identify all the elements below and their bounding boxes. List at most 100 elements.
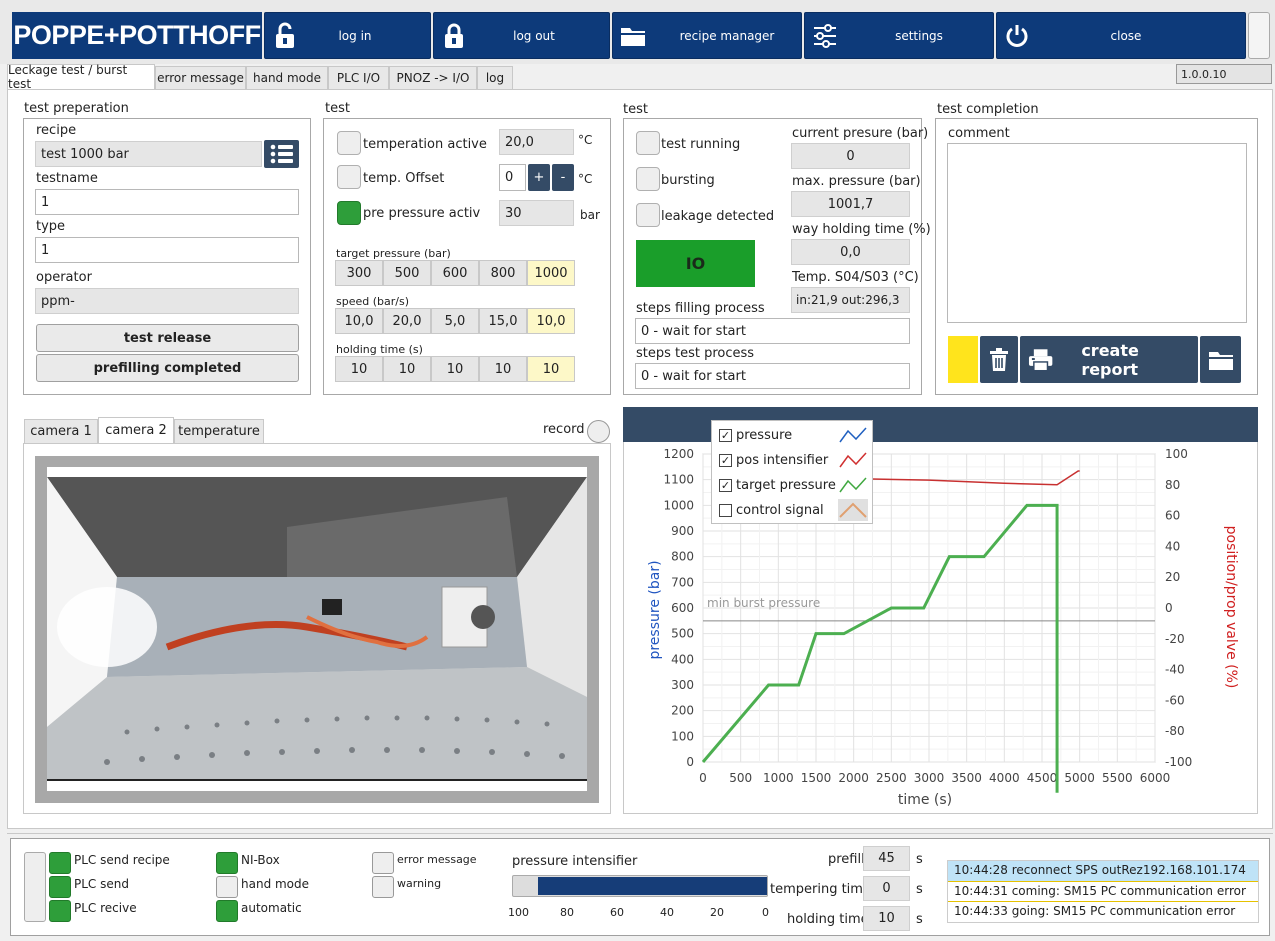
y-tick-label: 900 — [671, 524, 694, 538]
y-tick-label: 200 — [671, 704, 694, 718]
legend-pressure-checkbox[interactable]: ✓ — [719, 429, 732, 442]
tab-plc-io[interactable]: PLC I/O — [328, 66, 389, 89]
tab-label: PLC I/O — [336, 71, 381, 85]
prep-title: test preperation — [24, 101, 129, 116]
bursting-indicator — [636, 167, 660, 191]
logout-label: log out — [513, 28, 555, 43]
log-list[interactable]: 10:44:28 reconnect SPS outRez192.168.101… — [947, 860, 1259, 923]
x-tick-label: 6000 — [1140, 771, 1171, 785]
y-tick-label: 1200 — [663, 447, 694, 461]
speed-cell[interactable]: 10,0 — [527, 308, 575, 334]
tab-camera-1[interactable]: camera 1 — [24, 419, 98, 443]
log-entry[interactable]: 10:44:31 coming: SM15 PC communication e… — [948, 882, 1258, 902]
settings-button[interactable]: settings — [804, 12, 994, 59]
create-report-button[interactable]: create report — [1020, 336, 1198, 383]
x-tick-label: 5500 — [1102, 771, 1133, 785]
logout-button[interactable]: log out — [433, 12, 610, 59]
y-tick-label: 400 — [671, 652, 694, 666]
test-release-button[interactable]: test release — [36, 324, 299, 352]
holding-time-cell[interactable]: 10 — [479, 356, 527, 382]
legend-pos-label: pos intensifier — [736, 453, 829, 468]
bursting-label: bursting — [661, 173, 715, 188]
log-entry[interactable]: 10:44:28 reconnect SPS outRez192.168.101… — [948, 861, 1258, 882]
target-pressure-cell[interactable]: 300 — [335, 260, 383, 286]
holding-time-cell[interactable]: 10 — [383, 356, 431, 382]
scale-label: 20 — [710, 906, 724, 919]
scale-label: 80 — [560, 906, 574, 919]
temp-offset-checkbox[interactable] — [337, 165, 361, 189]
legend-target-checkbox[interactable]: ✓ — [719, 479, 732, 492]
tab-pnoz-io[interactable]: PNOZ -> I/O — [389, 66, 477, 89]
error-message-led — [372, 852, 394, 874]
holding-time-cell[interactable]: 10 — [527, 356, 575, 382]
close-label: close — [1110, 28, 1142, 43]
pre-pressure-checkbox[interactable] — [337, 201, 361, 225]
prefilling-completed-button[interactable]: prefilling completed — [36, 354, 299, 382]
tempering-label: tempering time — [770, 882, 871, 897]
lock-icon — [434, 22, 474, 50]
offset-plus-button[interactable]: + — [528, 164, 550, 191]
target-pressure-cell[interactable]: 1000 — [527, 260, 575, 286]
trash-icon — [990, 347, 1008, 371]
prefill-unit: s — [916, 852, 923, 867]
delete-button[interactable] — [980, 336, 1018, 383]
target-pressure-cell[interactable]: 800 — [479, 260, 527, 286]
tab-hand-mode[interactable]: hand mode — [246, 66, 328, 89]
tempering-value: 0 — [863, 876, 910, 901]
max-pressure-label: max. pressure (bar) — [792, 174, 921, 189]
tab-leckage-test[interactable]: Leckage test / burst test — [7, 63, 155, 91]
open-folder-button[interactable] — [1200, 336, 1241, 383]
log-entry[interactable]: 10:44:33 going: SM15 PC communication er… — [954, 904, 1236, 918]
tab-label: camera 2 — [105, 423, 167, 438]
nibox-led — [216, 852, 238, 874]
recipe-field: test 1000 bar — [35, 141, 262, 167]
holding-time-cell[interactable]: 10 — [431, 356, 479, 382]
plc-send-led — [49, 876, 71, 898]
test-steps-field: 0 - wait for start — [635, 363, 910, 389]
intensifier-scale: 100 80 60 40 20 0 — [508, 906, 778, 920]
pre-pressure-unit: bar — [580, 208, 600, 222]
offset-minus-button[interactable]: - — [552, 164, 574, 191]
y2-tick-label: -60 — [1165, 693, 1185, 707]
temp-offset-label: temp. Offset — [363, 171, 445, 186]
hand-mode-label: hand mode — [241, 877, 310, 891]
login-button[interactable]: log in — [264, 12, 431, 59]
close-button[interactable]: close — [996, 12, 1246, 59]
target-pressure-cell[interactable]: 500 — [383, 260, 431, 286]
intensifier-bar-fill — [538, 877, 767, 895]
test-settings-title: test — [325, 101, 350, 116]
printer-icon — [1028, 348, 1053, 371]
warning-led — [372, 876, 394, 898]
legend-pos-checkbox[interactable]: ✓ — [719, 454, 732, 467]
record-toggle[interactable] — [587, 420, 610, 443]
tab-camera-2[interactable]: camera 2 — [98, 417, 174, 443]
speed-cell[interactable]: 10,0 — [335, 308, 383, 334]
legend-target-label: target pressure — [736, 478, 836, 493]
legend-control-checkbox[interactable] — [719, 504, 732, 517]
recipe-label: recipe — [36, 123, 77, 138]
tab-log[interactable]: log — [477, 66, 513, 89]
temp-offset-input[interactable]: 0 — [499, 164, 526, 191]
tab-error-message[interactable]: error message — [155, 66, 246, 89]
way-holding-label: way holding time (%) — [792, 222, 931, 237]
operator-label: operator — [36, 270, 92, 285]
holding-time-cell[interactable]: 10 — [335, 356, 383, 382]
window-edge-button[interactable] — [1248, 12, 1270, 59]
target-pressure-cell[interactable]: 600 — [431, 260, 479, 286]
speed-cell[interactable]: 20,0 — [383, 308, 431, 334]
temperation-active-checkbox[interactable] — [337, 131, 361, 155]
leakage-label: leakage detected — [661, 209, 775, 224]
type-input[interactable]: 1 — [35, 237, 299, 263]
comment-textarea[interactable] — [947, 143, 1247, 323]
x-tick-label: 3500 — [951, 771, 982, 785]
recipe-manager-button[interactable]: recipe manager — [612, 12, 802, 59]
y2-axis-label: position/prop valve (%) — [1223, 526, 1239, 689]
speed-cell[interactable]: 15,0 — [479, 308, 527, 334]
speed-cell[interactable]: 5,0 — [431, 308, 479, 334]
legend-control-label: control signal — [736, 503, 824, 518]
tab-temperature[interactable]: temperature — [174, 419, 264, 443]
y-tick-label: 700 — [671, 575, 694, 589]
recipe-list-button[interactable] — [264, 140, 299, 168]
testname-input[interactable]: 1 — [35, 189, 299, 215]
folder-icon — [1208, 351, 1233, 370]
